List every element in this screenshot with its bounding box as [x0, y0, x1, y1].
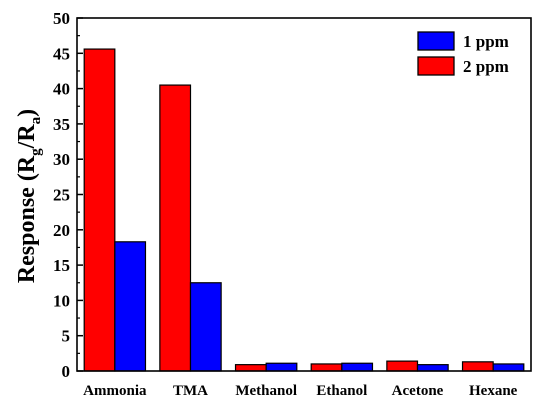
bar-hexane-1ppm	[492, 363, 525, 372]
legend-label-1ppm: 1 ppm	[463, 32, 509, 51]
bar-tma-2ppm	[159, 84, 192, 372]
bar-ammonia-1ppm	[114, 241, 147, 372]
y-tick-label: 15	[53, 256, 70, 275]
y-axis-label-sub-a: a	[28, 116, 44, 124]
x-tick-labels-layer: Ammonia TMA Methanol Ethanol Acetone Hexane	[83, 383, 518, 399]
bar-acetone-2ppm	[386, 360, 419, 372]
x-tick-label: Hexane	[469, 383, 518, 399]
y-tick-label: 45	[53, 44, 70, 63]
x-tick-label: Ethanol	[316, 383, 367, 399]
bar-ethanol-1ppm	[341, 362, 374, 372]
y-axis-label-end: )	[14, 109, 40, 117]
y-axis-label-mid: /R	[14, 124, 40, 150]
x-tick-label: Ammonia	[83, 383, 147, 399]
x-tick-label: Methanol	[235, 383, 297, 399]
legend-swatch-1ppm	[417, 31, 455, 51]
y-axis-label-sub-g: g	[28, 148, 44, 156]
y-tick-label: 5	[62, 327, 71, 346]
bar-ethanol-2ppm	[310, 363, 343, 372]
y-tick-label: 40	[53, 80, 70, 99]
y-tick-label: 35	[53, 115, 70, 134]
x-tick-label: TMA	[173, 383, 208, 399]
bar-methanol-1ppm	[265, 362, 298, 372]
bar-ammonia-2ppm	[83, 48, 116, 372]
y-tick-label: 50	[53, 9, 70, 28]
bar-hexane-2ppm	[461, 361, 494, 372]
bar-methanol-2ppm	[234, 364, 267, 372]
y-tick-label: 0	[62, 362, 71, 381]
y-axis-label-main: Response (R	[14, 155, 40, 283]
legend-swatch-2ppm	[417, 56, 455, 76]
bars-layer	[83, 48, 525, 372]
y-tick-label: 30	[53, 150, 70, 169]
y-tick-label: 20	[53, 221, 70, 240]
y-tick-label: 10	[53, 291, 70, 310]
bar-tma-1ppm	[189, 282, 222, 372]
bar-acetone-1ppm	[416, 364, 449, 372]
y-ticks-layer: 0 5 10 15 20 25 30 35 40 45 50	[53, 9, 83, 381]
legend: 1 ppm 2 ppm	[417, 31, 509, 76]
x-tick-label: Acetone	[392, 383, 444, 399]
legend-label-2ppm: 2 ppm	[463, 57, 509, 76]
plot-frame	[76, 17, 532, 372]
y-axis-label: Response (Rg/Ra)	[14, 109, 44, 283]
y-tick-label: 25	[53, 186, 70, 205]
